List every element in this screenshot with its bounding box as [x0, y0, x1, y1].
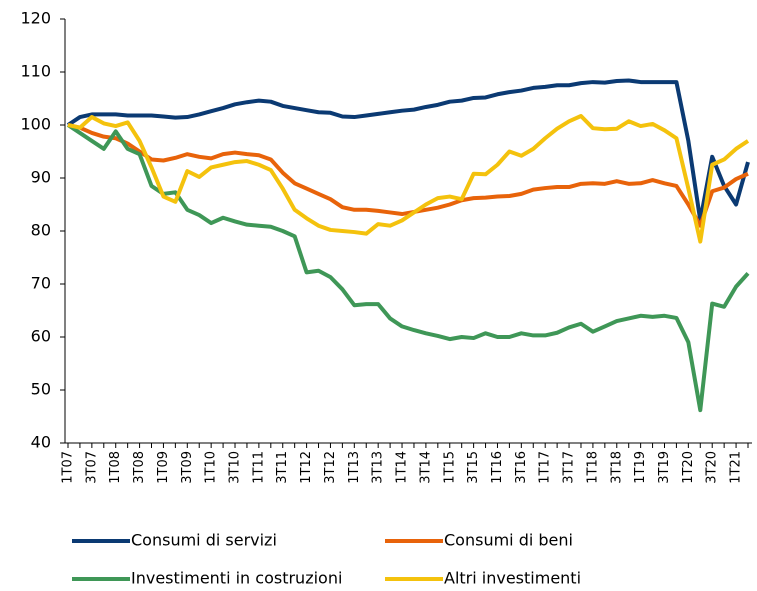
x-tick-label: 3T15	[466, 451, 481, 484]
x-tick-label: 1T07	[61, 451, 76, 484]
y-tick-label: 100	[20, 115, 51, 134]
line	[67, 123, 749, 228]
y-tick-label: 40	[31, 433, 51, 452]
x-tick-label: 1T16	[490, 451, 505, 484]
x-tick-label: 1T20	[681, 451, 696, 484]
x-tick-label: 1T09	[156, 451, 171, 484]
legend-label: Investimenti in costruzioni	[131, 569, 342, 588]
legend-label: Consumi di servizi	[131, 531, 277, 550]
y-tick-label: 60	[31, 327, 51, 346]
x-tick-label: 1T15	[442, 451, 457, 484]
x-tick-label: 3T20	[705, 451, 720, 484]
x-tick-label: 3T19	[657, 451, 672, 484]
x-tick-label: 3T14	[418, 451, 433, 484]
x-tick-label: 3T12	[323, 451, 338, 484]
x-tick-label: 3T09	[180, 451, 195, 484]
x-tick-label: 3T08	[132, 451, 147, 484]
legend-label: Consumi di beni	[444, 531, 573, 550]
x-tick-label: 3T13	[371, 451, 386, 484]
x-tick-label: 1T11	[251, 451, 266, 484]
x-tick-label: 3T16	[514, 451, 529, 484]
x-tick-label: 1T21	[729, 451, 744, 484]
y-tick-label: 90	[31, 168, 51, 187]
y-tick-label: 110	[20, 62, 51, 81]
line	[66, 78, 750, 223]
legend-label: Altri investimenti	[444, 569, 581, 588]
x-tick-label: 3T17	[562, 451, 577, 484]
line	[67, 113, 750, 244]
y-tick-label: 80	[31, 221, 51, 240]
x-tick-label: 3T10	[228, 451, 243, 484]
x-tick-label: 1T18	[585, 451, 600, 484]
x-tick-label: 1T10	[204, 451, 219, 484]
y-tick-label: 120	[20, 9, 51, 28]
x-tick-label: 1T14	[395, 451, 410, 484]
y-tick-label: 70	[31, 274, 51, 293]
x-tick-label: 1T17	[538, 451, 553, 484]
x-tick-label: 1T12	[299, 451, 314, 484]
y-tick-label: 50	[31, 380, 51, 399]
line	[66, 123, 750, 413]
x-tick-label: 3T11	[275, 451, 290, 484]
x-tick-label: 1T08	[108, 451, 123, 484]
x-tick-label: 3T18	[609, 451, 624, 484]
x-tick-label: 3T07	[84, 451, 99, 484]
x-tick-label: 1T13	[347, 451, 362, 484]
x-tick-label: 1T19	[633, 451, 648, 484]
